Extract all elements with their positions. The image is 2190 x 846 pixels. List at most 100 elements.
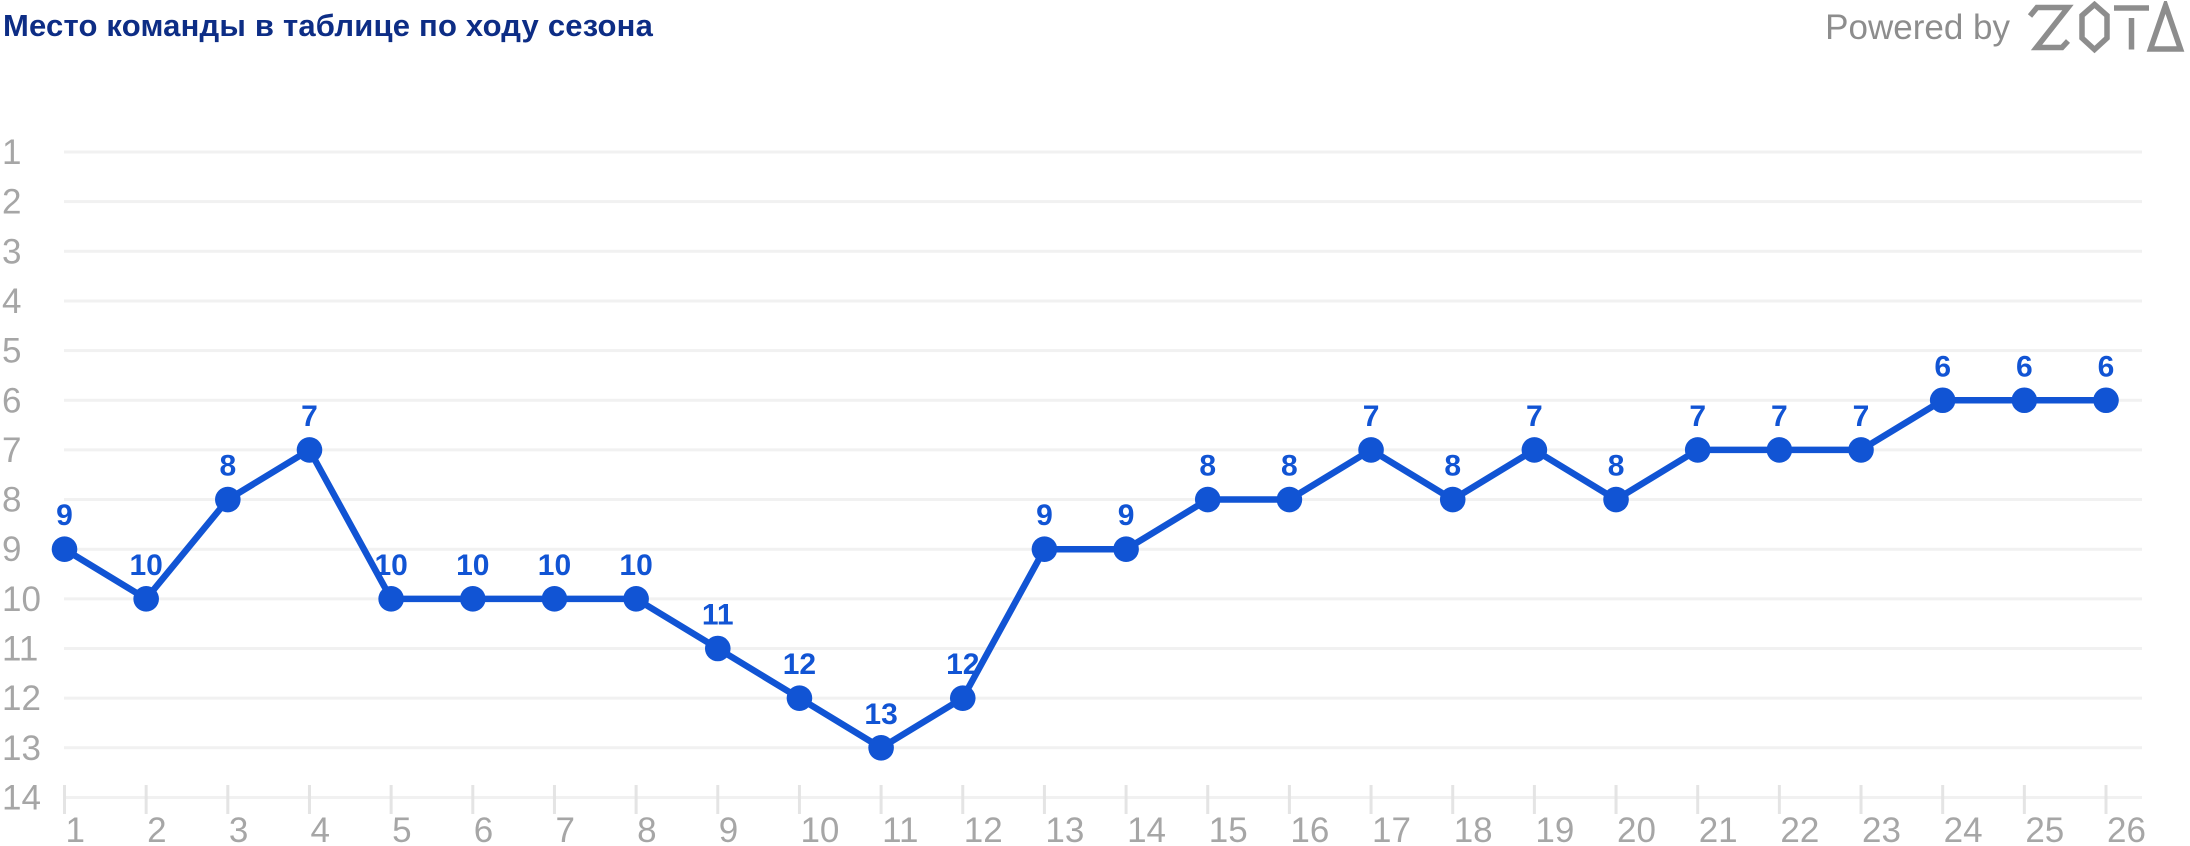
y-axis-label: 2 <box>2 183 21 222</box>
data-point-label: 7 <box>1689 400 1706 433</box>
x-axis-label: 21 <box>1699 811 1738 846</box>
data-point[interactable] <box>1276 486 1303 513</box>
y-axis-label: 12 <box>2 679 41 718</box>
powered-by-label: Powered by <box>1825 8 2010 47</box>
data-point[interactable] <box>296 437 323 463</box>
y-axis-label: 8 <box>2 481 21 520</box>
y-axis-label: 7 <box>2 431 21 470</box>
data-point-label: 11 <box>702 599 734 632</box>
x-axis-label: 6 <box>474 811 493 846</box>
x-axis-label: 11 <box>882 811 918 846</box>
x-axis-label: 23 <box>1862 811 1901 846</box>
data-point-label: 6 <box>2016 350 2033 383</box>
data-point-label: 8 <box>1199 450 1216 483</box>
sota-logo-icon <box>2027 1 2185 54</box>
data-point[interactable] <box>1603 486 1629 513</box>
data-point[interactable] <box>786 685 813 711</box>
x-axis-label: 9 <box>719 811 738 846</box>
data-point[interactable] <box>949 685 976 711</box>
data-point-label: 9 <box>56 499 73 532</box>
data-point[interactable] <box>1031 536 1058 562</box>
y-axis-label: 1 <box>2 133 21 172</box>
data-point[interactable] <box>2093 387 2119 414</box>
data-point-label: 10 <box>538 549 571 582</box>
data-point-label: 8 <box>1444 450 1461 483</box>
data-point[interactable] <box>623 586 649 612</box>
x-axis-label: 8 <box>637 811 656 846</box>
data-point[interactable] <box>1521 437 1548 463</box>
series-line <box>61 397 2110 752</box>
x-axis-label: 16 <box>1290 811 1329 846</box>
data-point-label: 10 <box>129 549 162 582</box>
data-point-label: 6 <box>1934 350 1951 383</box>
x-axis-label: 12 <box>964 811 1003 846</box>
data-point[interactable] <box>51 536 78 562</box>
x-axis-label: 7 <box>555 811 574 846</box>
y-axis-label: 5 <box>2 332 21 371</box>
data-point-label: 12 <box>946 648 979 681</box>
data-point-label: 9 <box>1118 499 1135 532</box>
data-point-label: 6 <box>2098 350 2115 383</box>
data-point[interactable] <box>133 586 159 612</box>
data-point[interactable] <box>1194 486 1221 513</box>
sota-logo-letter-s <box>2027 4 2074 51</box>
y-axis-label: 13 <box>2 729 41 768</box>
x-axis-label: 3 <box>229 811 248 846</box>
x-axis-label: 25 <box>2025 811 2064 846</box>
x-axis-label: 26 <box>2107 811 2146 846</box>
data-point[interactable] <box>460 586 486 612</box>
x-axis-label: 4 <box>310 811 329 846</box>
y-axis-label: 3 <box>2 232 21 271</box>
data-point[interactable] <box>215 486 241 513</box>
data-point[interactable] <box>868 735 894 761</box>
powered-by-attribution[interactable]: Powered by <box>1825 0 2186 56</box>
data-point-label: 9 <box>1036 499 1053 532</box>
data-point-label: 8 <box>1281 450 1298 483</box>
data-point-label: 7 <box>1526 400 1543 433</box>
data-point[interactable] <box>1848 437 1874 463</box>
sota-logo-letter-o <box>2079 1 2110 54</box>
data-point-label: 7 <box>301 400 318 433</box>
y-axis-label: 10 <box>2 580 41 619</box>
data-point-label: 10 <box>619 549 652 582</box>
data-point-label: 13 <box>864 698 897 731</box>
y-axis-label: 11 <box>2 630 38 669</box>
data-point[interactable] <box>1358 437 1384 463</box>
x-axis-label: 5 <box>392 811 411 846</box>
data-point[interactable] <box>1766 437 1793 463</box>
data-point[interactable] <box>541 586 568 612</box>
data-point-label: 12 <box>783 648 816 681</box>
data-point-label: 7 <box>1771 400 1788 433</box>
data-point[interactable] <box>1439 486 1466 513</box>
data-point[interactable] <box>1929 387 1956 414</box>
data-point-label: 7 <box>1363 400 1380 433</box>
data-point[interactable] <box>2011 387 2038 414</box>
data-point[interactable] <box>378 586 404 612</box>
x-axis-label: 18 <box>1454 811 1493 846</box>
x-axis-label: 1 <box>66 811 85 846</box>
data-point[interactable] <box>1113 536 1139 562</box>
chart-title: Место команды в таблице по ходу сезона <box>3 8 654 43</box>
x-axis-label: 15 <box>1209 811 1248 846</box>
x-axis-label: 13 <box>1045 811 1084 846</box>
x-axis-label: 10 <box>800 811 839 846</box>
data-point-label: 7 <box>1853 400 1870 433</box>
data-point-label: 8 <box>219 450 236 483</box>
x-axis-label: 24 <box>1944 811 1983 846</box>
data-point-label: 8 <box>1608 450 1625 483</box>
x-axis-label: 2 <box>147 811 166 846</box>
data-point[interactable] <box>704 635 731 662</box>
x-axis-label: 19 <box>1535 811 1574 846</box>
x-axis-label: 20 <box>1617 811 1656 846</box>
data-point-label: 10 <box>456 549 489 582</box>
y-axis-label: 14 <box>2 778 41 817</box>
y-axis-label: 9 <box>2 530 21 569</box>
data-point-label: 10 <box>374 549 407 582</box>
x-axis-label: 17 <box>1372 811 1411 846</box>
data-point[interactable] <box>1684 437 1711 463</box>
y-axis-label: 4 <box>2 282 21 321</box>
x-axis-label: 22 <box>1780 811 1819 846</box>
y-axis-label: 6 <box>2 381 21 420</box>
